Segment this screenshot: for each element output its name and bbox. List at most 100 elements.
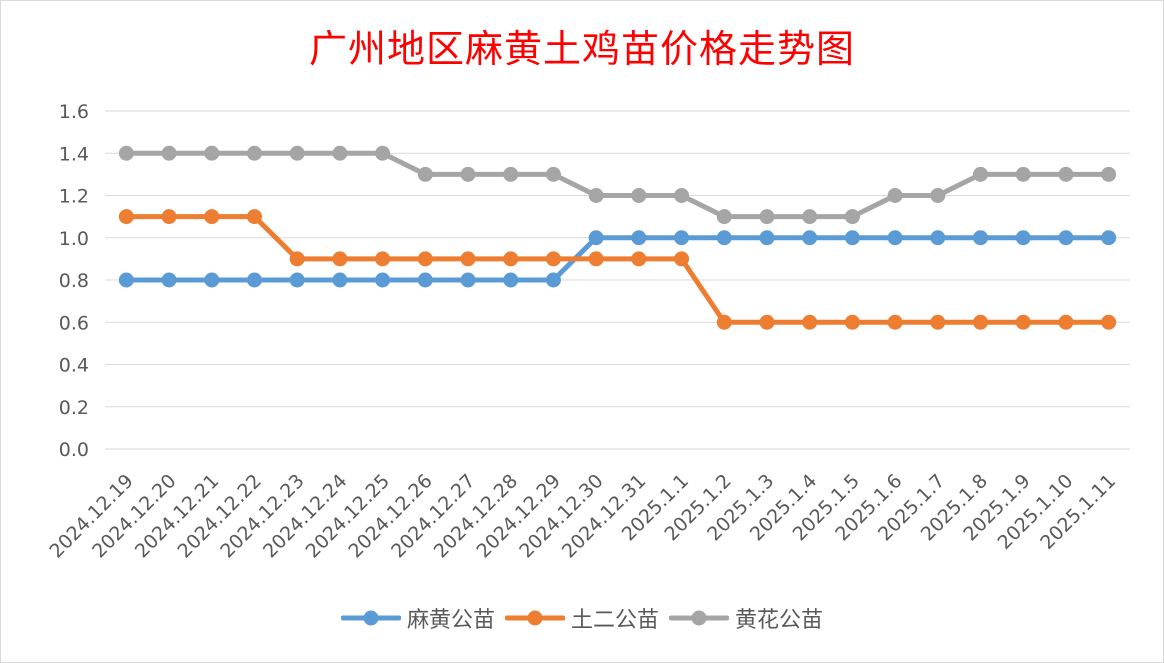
data-point	[289, 272, 305, 288]
data-point	[460, 251, 476, 267]
y-tick-label: 0.8	[59, 270, 89, 292]
data-point	[1058, 230, 1074, 246]
legend-swatch	[340, 610, 401, 626]
data-point	[118, 272, 134, 288]
x-axis-tick-labels: 2024.12.192024.12.202024.12.212024.12.22…	[45, 470, 1120, 562]
data-point	[930, 314, 946, 330]
data-point	[674, 230, 690, 246]
data-point	[161, 209, 177, 225]
data-point	[1058, 166, 1074, 182]
data-point	[417, 272, 433, 288]
data-point	[844, 314, 860, 330]
data-point	[332, 145, 348, 161]
data-point	[1101, 314, 1117, 330]
y-tick-label: 0.4	[59, 355, 89, 377]
data-point	[973, 230, 989, 246]
data-point	[973, 314, 989, 330]
data-point	[545, 272, 561, 288]
y-tick-label: 0.0	[59, 439, 89, 461]
series-line	[123, 150, 1112, 220]
y-tick-label: 1.4	[59, 143, 89, 165]
legend-entry: 麻黄公苗	[340, 602, 495, 634]
data-point	[631, 230, 647, 246]
data-point	[246, 209, 262, 225]
data-point	[161, 272, 177, 288]
data-point	[332, 251, 348, 267]
data-point	[588, 188, 604, 203]
data-point	[844, 230, 860, 246]
data-point	[289, 145, 305, 161]
legend: 麻黄公苗 土二公苗 黄花公苗	[0, 598, 1164, 638]
data-point	[588, 230, 604, 246]
data-point	[161, 145, 177, 161]
data-point	[1101, 230, 1117, 246]
y-axis-tick-labels: 0.0 0.2 0.4 0.6 0.8 1.0 1.2 1.4 1.6	[59, 101, 89, 461]
data-point	[204, 209, 220, 225]
data-point	[503, 166, 519, 182]
data-point	[460, 272, 476, 288]
data-point	[204, 145, 220, 161]
data-point	[973, 166, 989, 182]
y-tick-label: 1.2	[59, 186, 89, 208]
data-point	[802, 314, 818, 330]
data-point	[930, 230, 946, 246]
data-point	[460, 166, 476, 182]
series-group	[118, 209, 1117, 330]
chart-title: 广州地区麻黄土鸡苗价格走势图	[308, 27, 855, 71]
data-point	[332, 272, 348, 288]
data-point	[246, 272, 262, 288]
series-line	[123, 214, 1112, 325]
y-tick-label: 1.0	[59, 228, 89, 250]
data-point	[887, 314, 903, 330]
data-point	[375, 251, 391, 267]
data-point	[674, 188, 690, 203]
data-point	[716, 314, 732, 330]
series-lines	[118, 145, 1117, 330]
data-point	[759, 230, 775, 246]
data-point	[802, 209, 818, 225]
data-point	[716, 230, 732, 246]
data-point	[503, 251, 519, 267]
data-point	[588, 251, 604, 267]
data-point	[246, 145, 262, 161]
series-group	[118, 230, 1117, 288]
data-point	[375, 272, 391, 288]
data-point	[631, 188, 647, 203]
data-point	[417, 251, 433, 267]
legend-label: 土二公苗	[570, 608, 659, 633]
data-point	[930, 188, 946, 203]
data-point	[887, 230, 903, 246]
data-point	[118, 209, 134, 225]
data-point	[289, 251, 305, 267]
legend-entry: 土二公苗	[504, 602, 659, 634]
data-point	[1101, 166, 1117, 182]
data-point	[417, 166, 433, 182]
data-point	[545, 166, 561, 182]
data-point	[204, 272, 220, 288]
data-point	[844, 209, 860, 225]
y-tick-label: 0.2	[59, 397, 89, 419]
data-point	[716, 209, 732, 225]
data-point	[674, 251, 690, 267]
data-point	[1058, 314, 1074, 330]
data-point	[631, 251, 647, 267]
data-point	[759, 314, 775, 330]
data-point	[887, 188, 903, 203]
data-point	[545, 251, 561, 267]
series-group	[118, 145, 1117, 225]
y-tick-label: 1.6	[59, 101, 89, 123]
legend-label: 麻黄公苗	[406, 608, 495, 633]
legend-entry: 黄花公苗	[669, 602, 823, 634]
y-tick-label: 0.6	[59, 312, 89, 334]
data-point	[118, 145, 134, 161]
legend-label: 黄花公苗	[735, 608, 824, 633]
data-point	[1015, 230, 1031, 246]
data-point	[375, 145, 391, 161]
data-point	[1015, 314, 1031, 330]
data-point	[1015, 166, 1031, 182]
data-point	[802, 230, 818, 246]
legend-swatch	[504, 610, 565, 626]
